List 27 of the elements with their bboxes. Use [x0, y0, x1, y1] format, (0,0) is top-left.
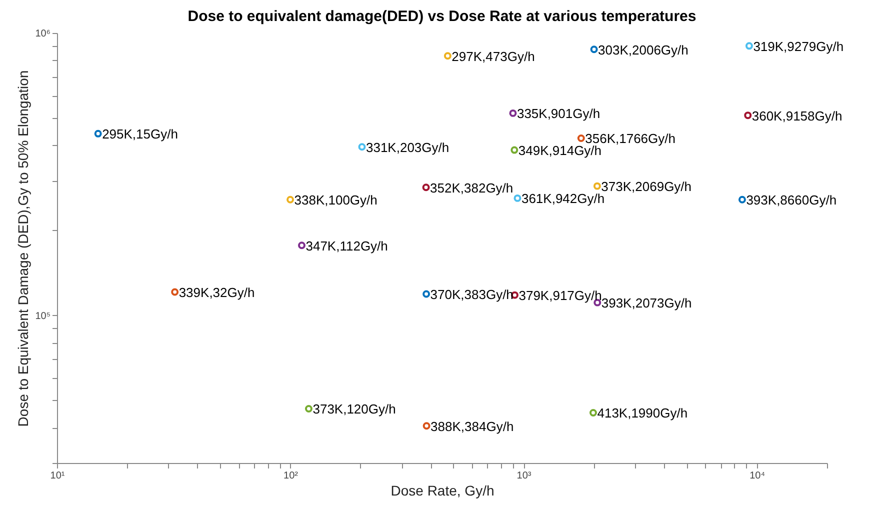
- x-axis-title: Dose Rate, Gy/h: [390, 482, 494, 498]
- y-tick-label: 10⁵: [35, 310, 50, 322]
- x-tick-label: 10⁴: [750, 470, 765, 482]
- annotation: 303K,2006Gy/h: [598, 42, 688, 58]
- annotation: 331K,203Gy/h: [366, 140, 450, 155]
- annotation: 393K,8660Gy/h: [746, 192, 837, 208]
- annotation: 393K,2073Gy/h: [601, 296, 692, 311]
- annotation: 370K,383Gy/h: [430, 287, 514, 302]
- annotation: 295K,15Gy/h: [102, 126, 178, 142]
- chart-title: Dose to equivalent damage(DED) vs Dose Rate at various temperatures: [188, 8, 696, 25]
- x-tick-label: 10³: [516, 470, 532, 482]
- annotation: 335K,901Gy/h: [516, 106, 600, 122]
- y-tick-label: 10⁶: [35, 28, 50, 40]
- x-tick-label: 10¹: [50, 470, 66, 482]
- annotation: 379K,917Gy/h: [518, 288, 602, 304]
- annotation: 373K,120Gy/h: [312, 402, 396, 417]
- annotation: 352K,382Gy/h: [430, 180, 514, 196]
- annotation: 388K,384Gy/h: [430, 418, 514, 434]
- annotation: 339K,32Gy/h: [178, 284, 255, 300]
- annotation: 413K,1990Gy/h: [597, 406, 688, 421]
- y-axis-title: Dose to Equivalent Damage (DED),Gy to 50% Elongation: [15, 70, 32, 427]
- annotation: 319K,9279Gy/h: [753, 38, 844, 54]
- x-tick-label: 10²: [284, 470, 299, 482]
- annotation: 338K,100Gy/h: [294, 192, 378, 208]
- annotation: 297K,473Gy/h: [452, 48, 535, 64]
- annotation: 360K,9158Gy/h: [752, 108, 842, 124]
- annotation: 347K,112Gy/h: [306, 238, 388, 254]
